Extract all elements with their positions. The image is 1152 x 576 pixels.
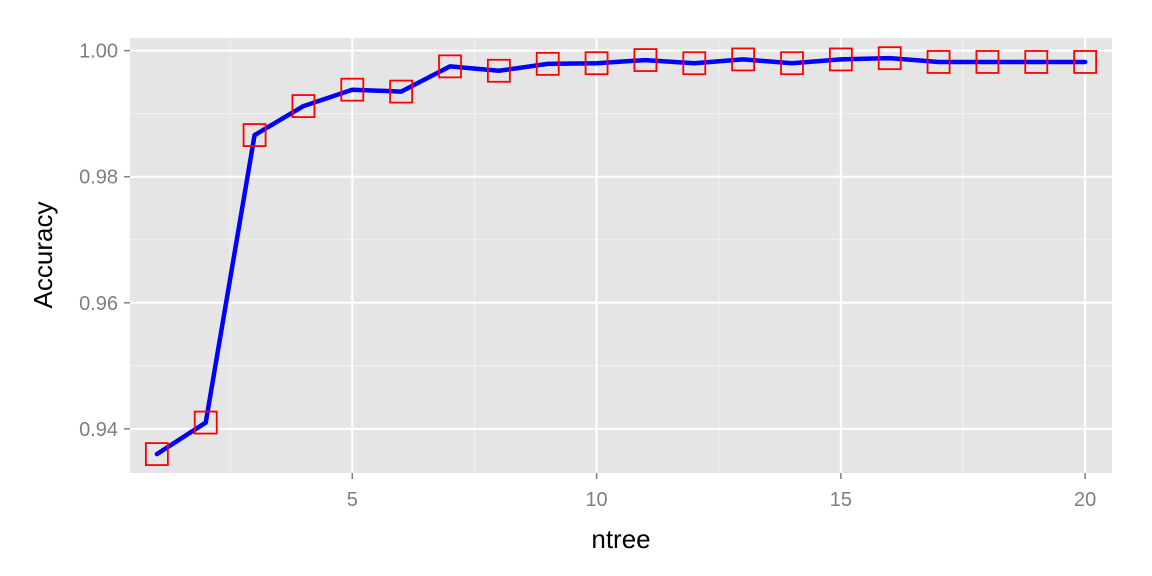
data-point-17	[926, 50, 951, 74]
panel-background	[130, 38, 1112, 473]
y-tick-label-3: 1.00	[79, 41, 118, 63]
x-tick-label-2: 15	[830, 489, 852, 511]
series-markers	[144, 46, 1098, 466]
data-point-1	[144, 442, 169, 466]
data-point-20	[1073, 50, 1098, 74]
data-point-2	[193, 410, 218, 435]
x-axis-tick-labels: 5 10 15 20	[347, 489, 1097, 511]
data-point-4	[291, 94, 316, 118]
data-point-18	[975, 50, 1000, 74]
data-point-13	[731, 47, 756, 72]
data-point-6	[389, 79, 414, 104]
x-tick-label-0: 5	[347, 489, 358, 511]
y-tick-label-0: 0.94	[79, 419, 118, 441]
data-point-16	[877, 46, 902, 71]
data-point-14	[780, 51, 804, 76]
data-point-19	[1024, 50, 1049, 74]
data-point-9	[535, 51, 560, 76]
data-point-15	[828, 47, 853, 72]
series-lines	[154, 55, 1088, 457]
data-point-11	[633, 48, 658, 72]
y-tick-label-1: 0.96	[79, 293, 118, 315]
data-point-8	[486, 58, 511, 83]
data-point-12	[682, 51, 707, 76]
x-tick-label-3: 20	[1074, 489, 1096, 511]
y-axis-title: Accuracy	[28, 202, 58, 309]
data-point-7	[438, 54, 462, 79]
y-axis-ticks	[124, 49, 130, 430]
x-axis-title: ntree	[591, 524, 650, 554]
series-line-0	[154, 55, 1088, 457]
x-axis-ticks	[351, 473, 1086, 479]
data-point-3	[242, 123, 267, 147]
x-tick-label-1: 10	[585, 489, 607, 511]
data-point-5	[340, 77, 365, 102]
data-point-10	[584, 51, 609, 76]
y-axis-tick-labels: 0.94 0.96 0.98 1.00	[79, 41, 118, 441]
y-tick-label-2: 0.98	[79, 167, 118, 189]
